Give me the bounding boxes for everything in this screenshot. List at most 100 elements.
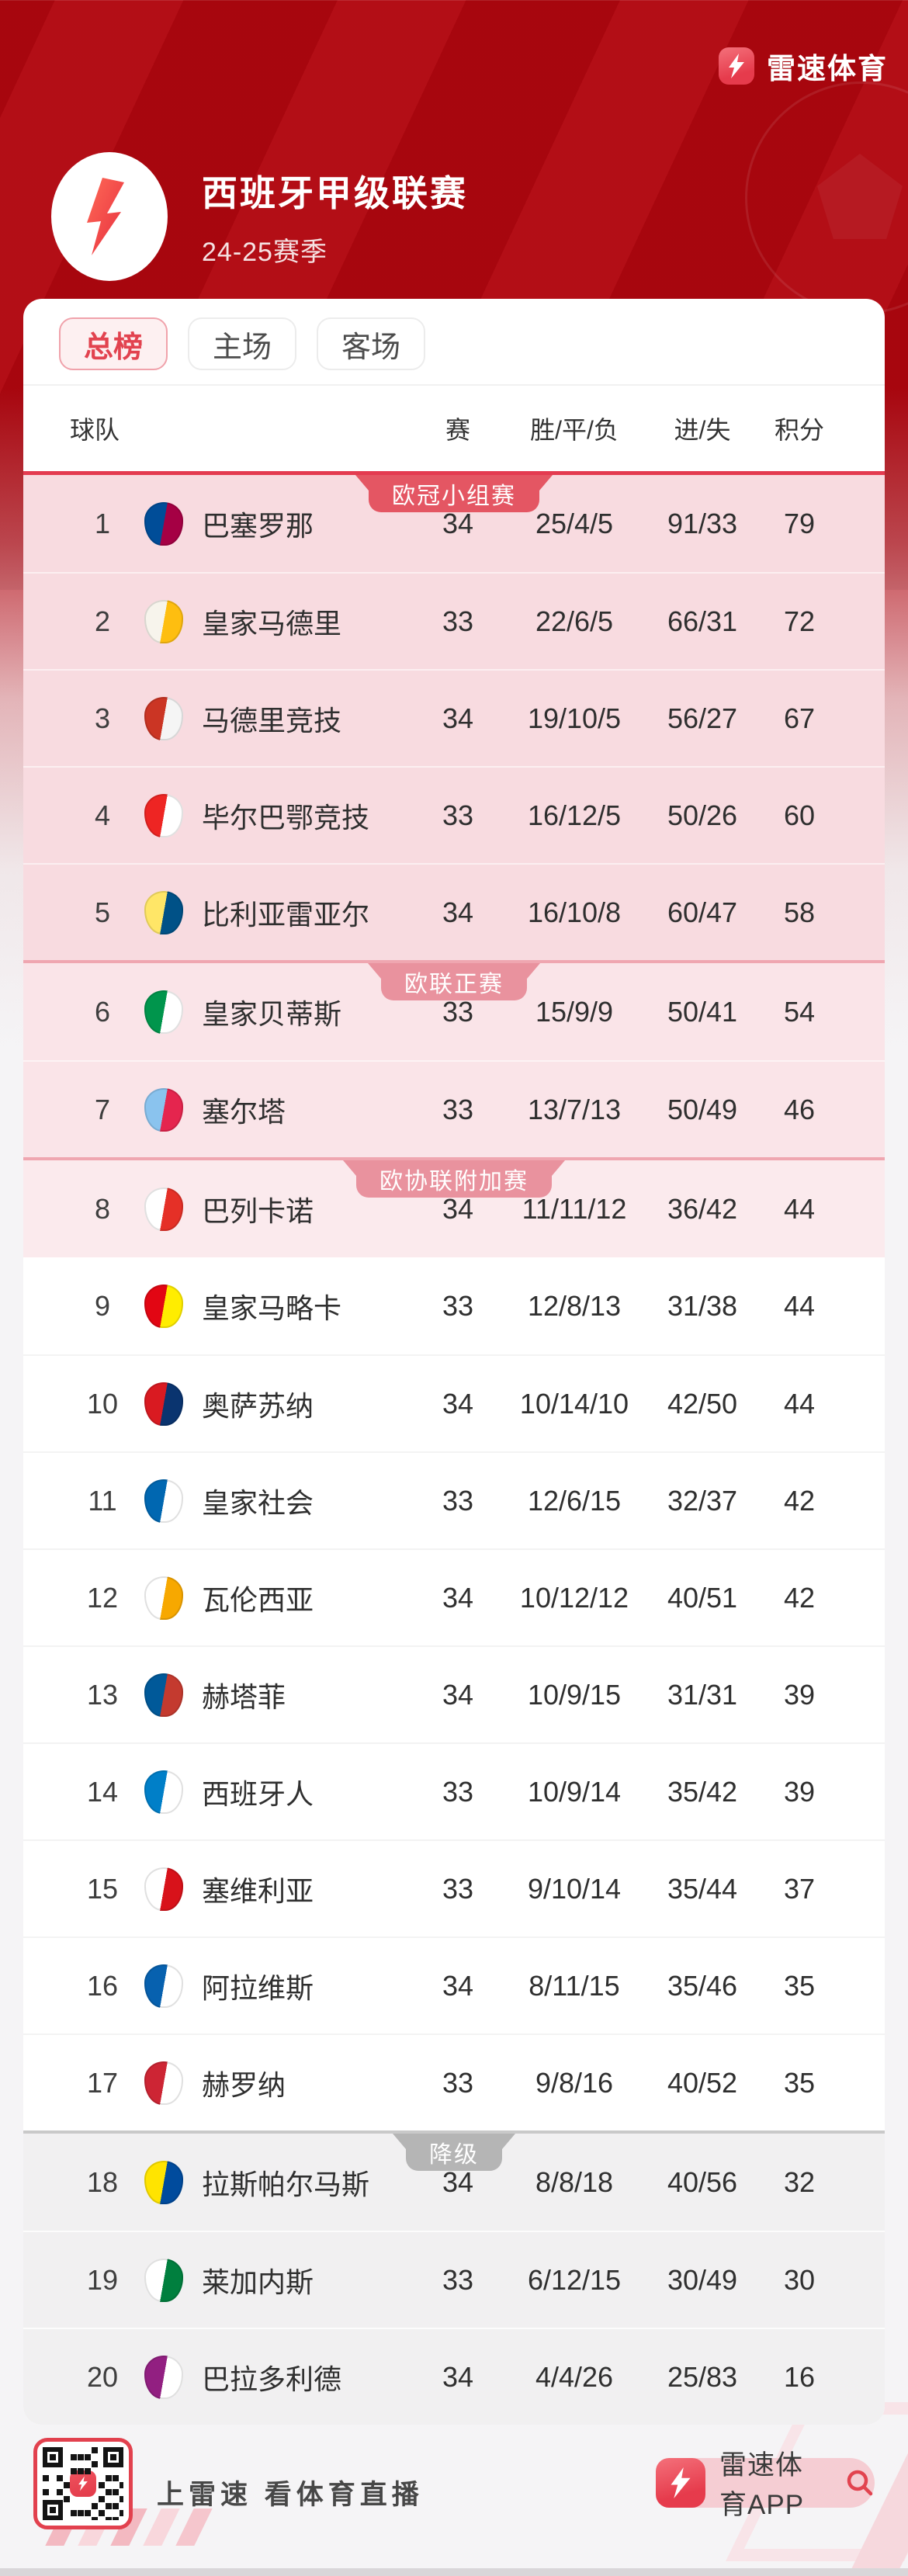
alaves-crest	[144, 1964, 183, 2008]
standings-section: 欧协联附加赛 8 巴列卡诺 34 11/11/12 36/42 44	[23, 1157, 885, 1257]
rank: 19	[86, 2263, 119, 2296]
goals-for-against: 91/33	[667, 507, 738, 539]
rank: 2	[94, 605, 111, 637]
matches-played: 33	[442, 1093, 474, 1125]
team-name: 巴塞罗那	[202, 509, 314, 542]
win-draw-loss: 22/6/5	[535, 605, 614, 637]
rank: 13	[86, 1678, 119, 1711]
league-season: 24-25赛季	[202, 237, 328, 267]
goals-for-against: 42/50	[667, 1387, 738, 1420]
table-row[interactable]: 3 马德里竞技 34 19/10/5 56/27 67	[23, 669, 885, 766]
table-row[interactable]: 6 皇家贝蒂斯 33 15/9/9 50/41 54	[23, 963, 885, 1060]
win-draw-loss: 4/4/26	[535, 2360, 614, 2393]
table-row[interactable]: 13 赫塔菲 34 10/9/15 31/31 39	[23, 1645, 885, 1742]
team-name: 巴拉多利德	[202, 2363, 342, 2395]
real-madrid-crest	[144, 599, 183, 643]
column-wdl: 胜/平/负	[530, 416, 619, 444]
goals-for-against: 31/38	[667, 1289, 738, 1322]
matches-played: 34	[442, 1387, 474, 1420]
standings-section: 欧冠小组赛 1 巴塞罗那 34 25/4/5 91/33 79 2 皇家马德里 …	[23, 471, 885, 960]
goals-for-against: 25/83	[667, 2360, 738, 2393]
points: 42	[783, 1581, 816, 1614]
points: 54	[783, 995, 816, 1028]
points: 58	[783, 896, 816, 928]
table-row[interactable]: 19 莱加内斯 33 6/12/15 30/49 30	[23, 2231, 885, 2328]
rank: 3	[94, 702, 111, 734]
qr-code	[33, 2438, 133, 2529]
team-name: 马德里竞技	[202, 704, 342, 737]
matches-played: 34	[442, 896, 474, 928]
team-name: 瓦伦西亚	[202, 1583, 314, 1616]
lightning-logo-icon	[719, 47, 754, 85]
section-rows: 9 皇家马略卡 33 12/8/13 31/38 44 10 奥萨苏纳 34 1…	[23, 1257, 885, 2130]
table-row[interactable]: 17 赫罗纳 33 9/8/16 40/52 35	[23, 2033, 885, 2130]
tab-home[interactable]: 主场	[188, 317, 297, 370]
table-row[interactable]: 16 阿拉维斯 34 8/11/15 35/46 35	[23, 1936, 885, 2033]
matches-played: 33	[442, 1289, 474, 1322]
qr-module	[64, 2496, 70, 2502]
qr-module	[71, 2454, 77, 2460]
rank: 9	[94, 1289, 111, 1322]
tab-overall[interactable]: 总榜	[59, 317, 168, 370]
table-row[interactable]: 2 皇家马德里 33 22/6/5 66/31 72	[23, 572, 885, 669]
points: 44	[783, 1387, 816, 1420]
points: 32	[783, 2165, 816, 2198]
team-name: 阿拉维斯	[202, 1971, 314, 2004]
matches-played: 33	[442, 2066, 474, 2099]
win-draw-loss: 11/11/12	[522, 1192, 627, 1225]
tab-away[interactable]: 客场	[317, 317, 426, 370]
qr-module	[99, 2510, 105, 2516]
table-row[interactable]: 12 瓦伦西亚 34 10/12/12 40/51 42	[23, 1548, 885, 1645]
table-header: 球队 赛 胜/平/负 进/失 积分	[23, 386, 885, 471]
standings-card: 总榜 主场 客场 球队 赛 胜/平/负 进/失 积分 欧冠小组赛 1 巴塞罗那 …	[23, 299, 885, 2425]
lightning-logo-icon	[70, 2470, 96, 2497]
las-palmas-crest	[144, 2160, 183, 2204]
qr-modules	[43, 2447, 123, 2520]
table-row[interactable]: 1 巴塞罗那 34 25/4/5 91/33 79	[23, 475, 885, 572]
tab-bar: 总榜 主场 客场	[23, 299, 885, 386]
rank: 8	[94, 1192, 111, 1225]
qr-module	[92, 2461, 98, 2467]
rank: 18	[86, 2165, 119, 2198]
table-row[interactable]: 10 奥萨苏纳 34 10/14/10 42/50 44	[23, 1354, 885, 1451]
sevilla-crest	[144, 1867, 183, 1911]
table-row[interactable]: 8 巴列卡诺 34 11/11/12 36/42 44	[23, 1160, 885, 1257]
win-draw-loss: 15/9/9	[535, 995, 614, 1028]
win-draw-loss: 16/12/5	[527, 799, 622, 831]
column-goals: 进/失	[674, 416, 731, 444]
girona-crest	[144, 2061, 183, 2105]
table-row[interactable]: 18 拉斯帕尔马斯 34 8/8/18 40/56 32	[23, 2134, 885, 2231]
table-row[interactable]: 14 西班牙人 33 10/9/14 35/42 39	[23, 1742, 885, 1839]
rank: 10	[86, 1387, 119, 1420]
table-row[interactable]: 4 毕尔巴鄂竞技 33 16/12/5 50/26 60	[23, 766, 885, 863]
rank: 15	[86, 1872, 119, 1905]
table-row[interactable]: 9 皇家马略卡 33 12/8/13 31/38 44	[23, 1257, 885, 1354]
goals-for-against: 66/31	[667, 605, 738, 637]
qr-module	[106, 2503, 112, 2509]
table-row[interactable]: 20 巴拉多利德 34 4/4/26 25/83 16	[23, 2328, 885, 2425]
win-draw-loss: 10/12/12	[519, 1581, 629, 1614]
table-row[interactable]: 15 塞维利亚 33 9/10/14 35/44 37	[23, 1839, 885, 1936]
team-name: 巴列卡诺	[202, 1194, 314, 1227]
matches-played: 34	[442, 507, 474, 539]
team-name: 赫塔菲	[202, 1680, 286, 1713]
section-badge: 欧联正赛	[368, 963, 540, 1000]
column-points: 积分	[774, 416, 824, 444]
table-row[interactable]: 7 塞尔塔 33 13/7/13 50/49 46	[23, 1060, 885, 1157]
footer-slogan: 上雷速 看体育直播	[157, 2480, 424, 2510]
qr-module	[78, 2468, 84, 2474]
table-row[interactable]: 5 比利亚雷亚尔 34 16/10/8 60/47 58	[23, 863, 885, 960]
matches-played: 34	[442, 1969, 474, 2002]
rank: 4	[94, 799, 111, 831]
laliga-logo	[51, 152, 168, 281]
points: 16	[783, 2360, 816, 2393]
qr-module	[78, 2510, 84, 2516]
goals-for-against: 30/49	[667, 2263, 738, 2296]
real-sociedad-crest	[144, 1479, 183, 1523]
qr-module	[71, 2510, 77, 2516]
rank: 1	[94, 507, 111, 539]
app-download-button[interactable]: 雷速体育APP	[656, 2450, 875, 2520]
qr-module	[85, 2468, 91, 2474]
qr-module	[113, 2503, 119, 2509]
table-row[interactable]: 11 皇家社会 33 12/6/15 32/37 42	[23, 1451, 885, 1548]
